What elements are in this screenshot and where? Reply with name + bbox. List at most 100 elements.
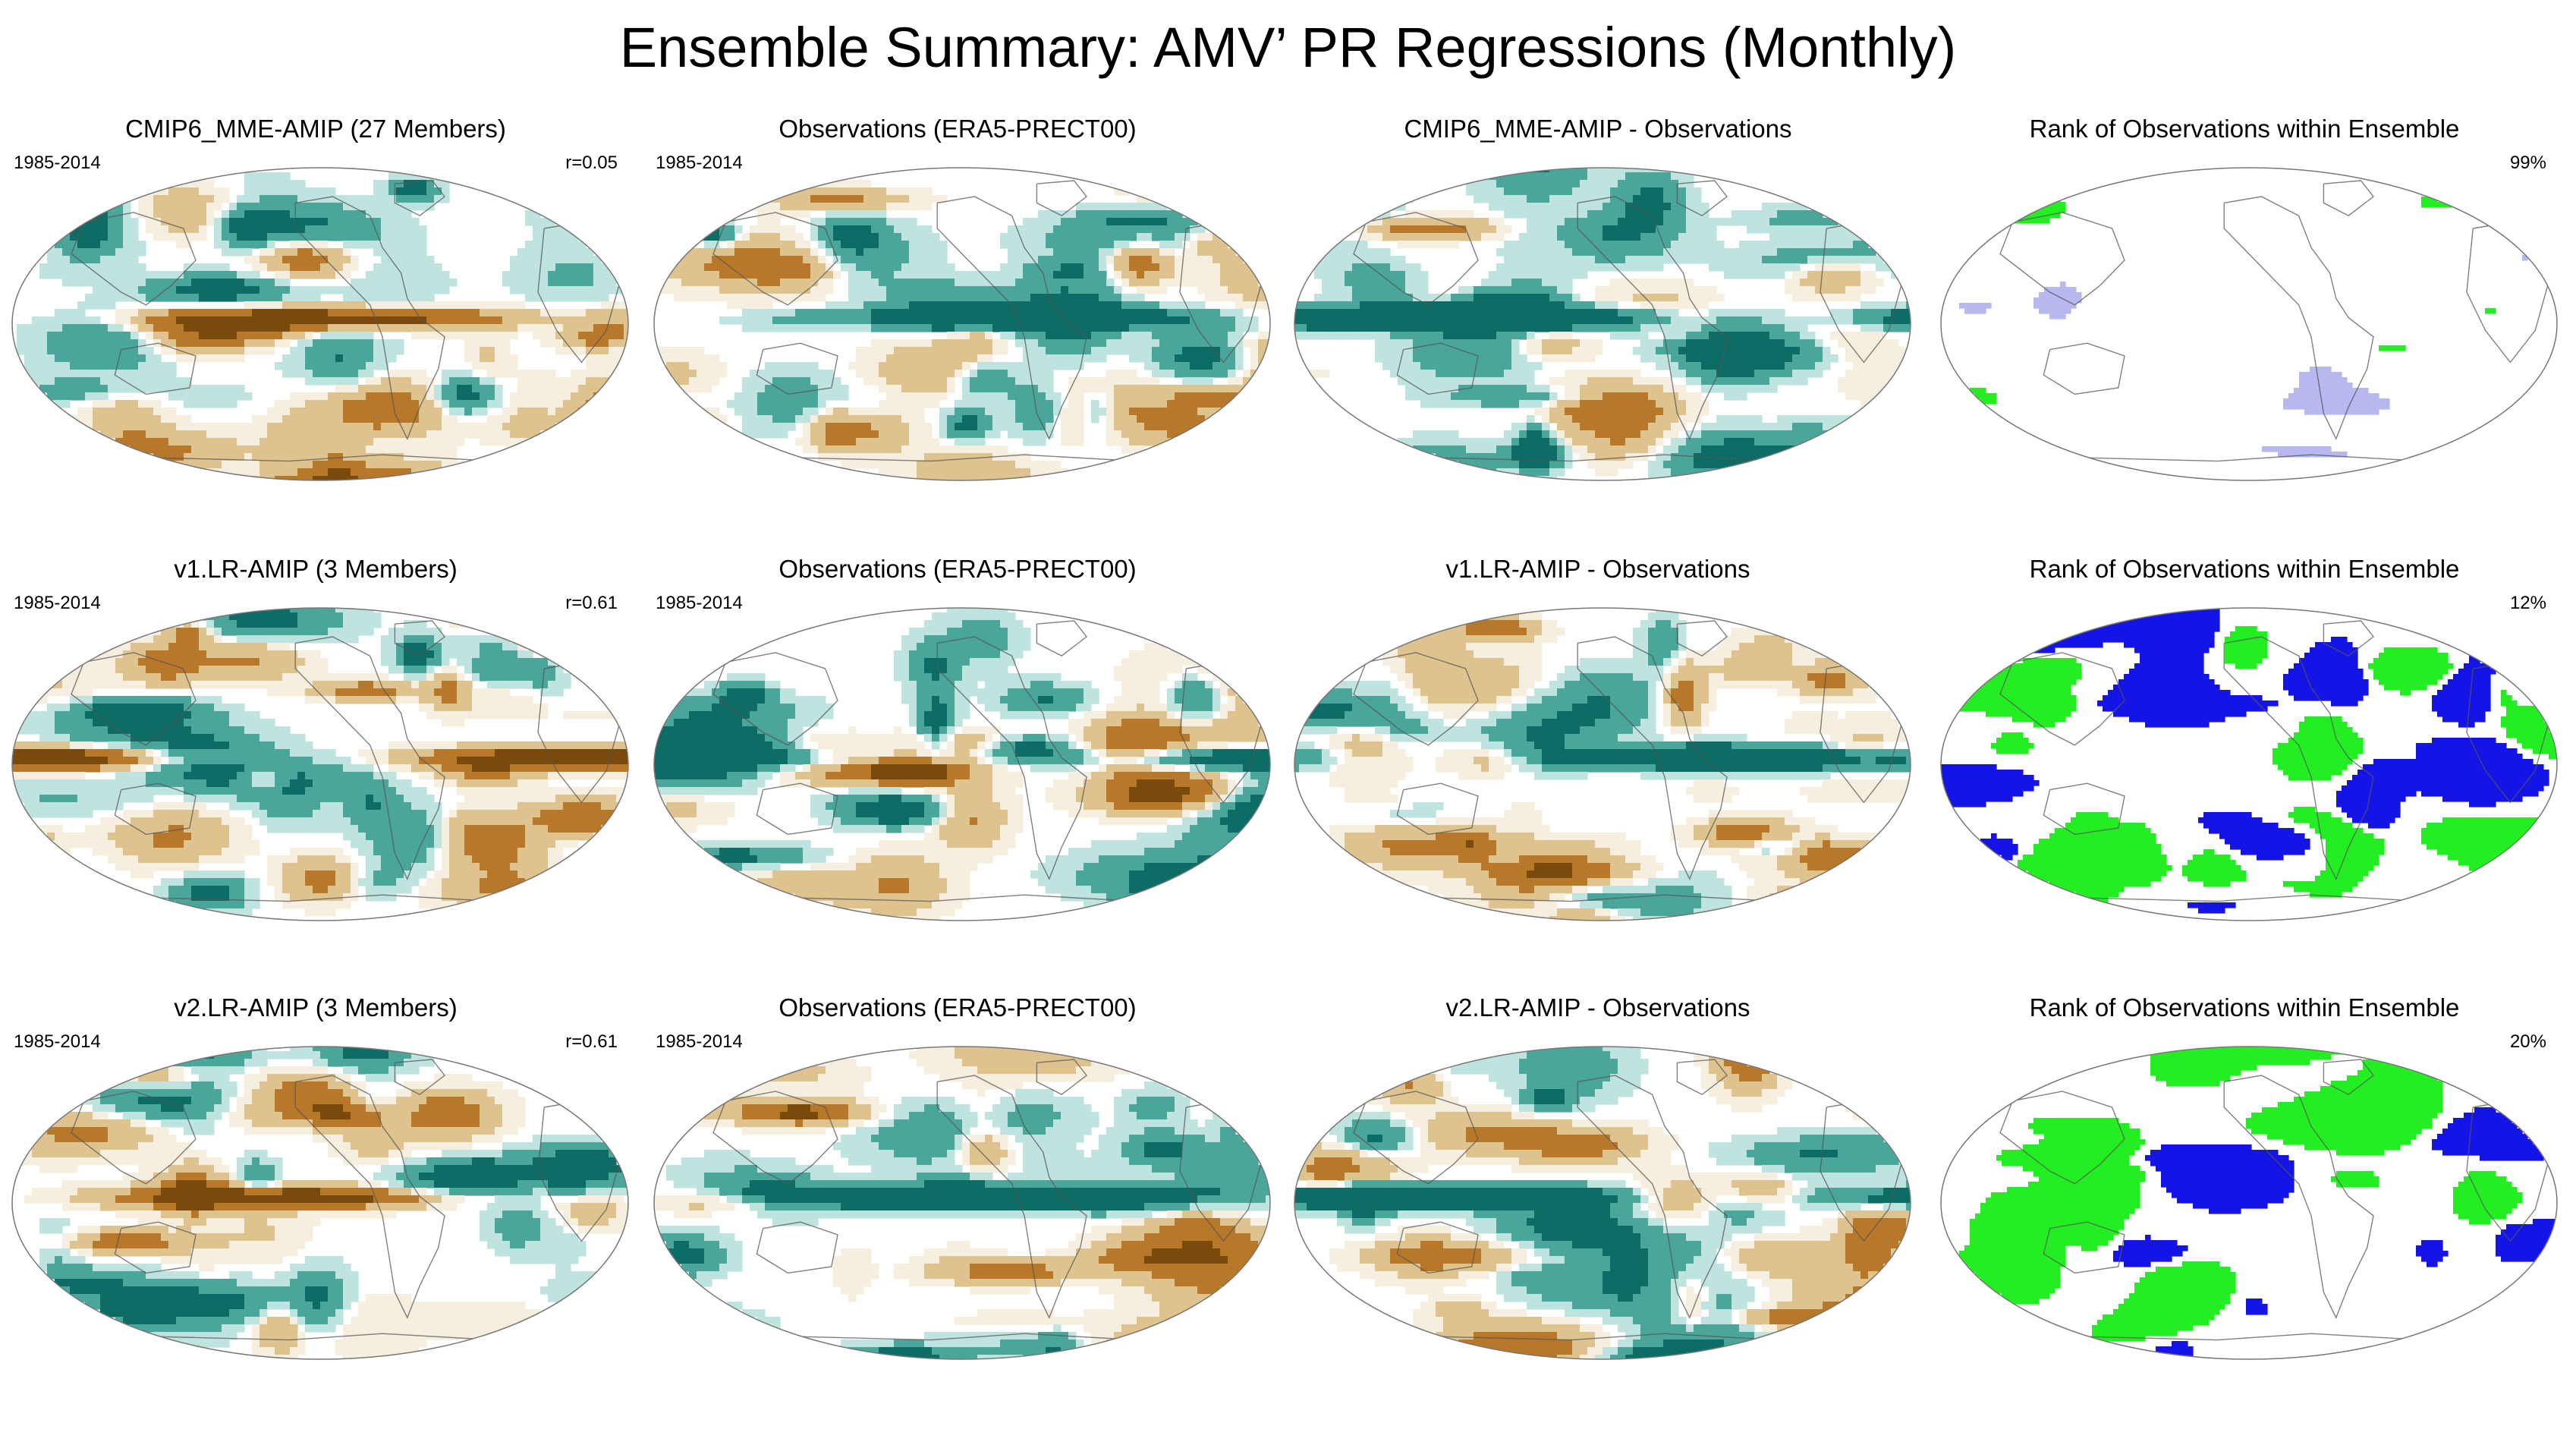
coastline [294, 1075, 445, 1319]
panel-r1-c1: CMIP6_MME-AMIP (27 Members) 1985-2014 r=0.… [5, 114, 629, 539]
map-heatmap [1940, 1046, 2558, 1360]
coastline [114, 342, 197, 395]
coastline [1353, 1091, 1479, 1185]
coastline [114, 1221, 197, 1274]
coastline [1999, 652, 2125, 746]
coastline [2323, 1059, 2374, 1096]
coastline [1036, 1059, 1087, 1096]
map-heatmap [653, 167, 1271, 481]
figure-title: Ensemble Summary: AMV’ PR Regressions (M… [0, 14, 2576, 82]
coastline [114, 782, 197, 836]
coastline [2323, 180, 2374, 217]
map-outline [1294, 167, 1911, 481]
coastline [1577, 1075, 1728, 1319]
coastline [1676, 1059, 1728, 1096]
coastline [1396, 342, 1479, 395]
field-cells [1294, 1047, 1911, 1359]
panel-correlation: r=0.61 [565, 1031, 618, 1053]
field-cells [12, 1047, 628, 1359]
coastline [2323, 620, 2374, 657]
map-heatmap [1294, 167, 1911, 481]
coastline [1396, 782, 1479, 836]
panel-correlation: r=0.61 [565, 592, 618, 615]
coastline [1676, 620, 1728, 657]
panel-rank-percent: 99% [2510, 152, 2546, 175]
map-outline [1294, 1046, 1911, 1360]
field-cells [12, 168, 628, 480]
panel-r2-c1: v1.LR-AMIP (3 Members) 1985-2014 r=0.61 [5, 554, 629, 979]
panel-period: 1985-2014 [656, 1031, 743, 1053]
map-outline [653, 1046, 1271, 1360]
panel-period: 1985-2014 [14, 592, 101, 615]
panel-r2-c2: Observations (ERA5-PRECT00) 1985-2014 [646, 554, 1271, 979]
map-outline [1940, 1046, 2558, 1360]
coastline [71, 1091, 197, 1185]
panel-title: v2.LR-AMIP (3 Members) [5, 993, 627, 1023]
panel-title: Observations (ERA5-PRECT00) [646, 993, 1269, 1023]
panel-period: 1985-2014 [14, 1031, 101, 1053]
map-heatmap [653, 1046, 1271, 1360]
coastline [2043, 1221, 2125, 1274]
coastline [294, 196, 445, 440]
panel-r3-c2: Observations (ERA5-PRECT00) 1985-2014 [646, 993, 1271, 1418]
map-heatmap [653, 607, 1271, 921]
coastline [394, 620, 445, 657]
coastline [712, 212, 838, 306]
map-outline [11, 607, 629, 921]
coastline [71, 652, 197, 746]
coastline [2223, 1075, 2374, 1319]
coastline [1353, 212, 1479, 306]
coastline [71, 212, 197, 306]
coastline [712, 652, 838, 746]
coastline [756, 1221, 838, 1274]
coastline [936, 196, 1087, 440]
panel-period: 1985-2014 [656, 592, 743, 615]
map-heatmap [1294, 607, 1911, 921]
panel-title: Rank of Observations within Ensemble [1933, 114, 2556, 144]
map-outline [1294, 607, 1911, 921]
map-heatmap [11, 607, 629, 921]
map-outline [653, 167, 1271, 481]
coastline [2223, 636, 2374, 880]
panel-title: v2.LR-AMIP - Observations [1287, 993, 1909, 1023]
map-outline [11, 1046, 629, 1360]
field-cells [654, 1047, 1270, 1359]
panel-r1-c2: Observations (ERA5-PRECT00) 1985-2014 [646, 114, 1271, 539]
panel-title: CMIP6_MME-AMIP - Observations [1287, 114, 1909, 144]
field-cells [1294, 608, 1911, 921]
map-heatmap [1940, 167, 2558, 481]
coastline [1353, 652, 1479, 746]
field-cells [654, 608, 1270, 921]
panel-r3-c1: v2.LR-AMIP (3 Members) 1985-2014 r=0.61 [5, 993, 629, 1418]
coastline [1999, 1091, 2125, 1185]
panel-title: v1.LR-AMIP - Observations [1287, 554, 1909, 584]
map-outline [1940, 167, 2558, 481]
panel-rank-percent: 12% [2510, 592, 2546, 615]
coastline [712, 1091, 838, 1185]
field-cells [654, 168, 1270, 480]
panel-r2-c3: v1.LR-AMIP - Observations [1287, 554, 1911, 979]
coastline [1577, 636, 1728, 880]
coastline [2043, 782, 2125, 836]
coastline [936, 1075, 1087, 1319]
panel-correlation: r=0.05 [565, 152, 618, 175]
coastline [394, 1059, 445, 1096]
panel-r2-c4: Rank of Observations within Ensemble 12% [1933, 554, 2558, 979]
coastline [294, 636, 445, 880]
coastline [1396, 1221, 1479, 1274]
panel-title: Observations (ERA5-PRECT00) [646, 114, 1269, 144]
panel-r3-c3: v2.LR-AMIP - Observations [1287, 993, 1911, 1418]
coastline [2043, 342, 2125, 395]
coastline [936, 636, 1087, 880]
coastline [1999, 212, 2125, 306]
coastline [2223, 196, 2374, 440]
field-cells [1941, 168, 2557, 480]
panel-title: Rank of Observations within Ensemble [1933, 993, 2556, 1023]
coastline [1036, 180, 1087, 217]
panel-period: 1985-2014 [14, 152, 101, 175]
map-heatmap [1294, 1046, 1911, 1360]
field-cells [1941, 608, 2557, 921]
map-heatmap [11, 1046, 629, 1360]
coastline [756, 342, 838, 395]
